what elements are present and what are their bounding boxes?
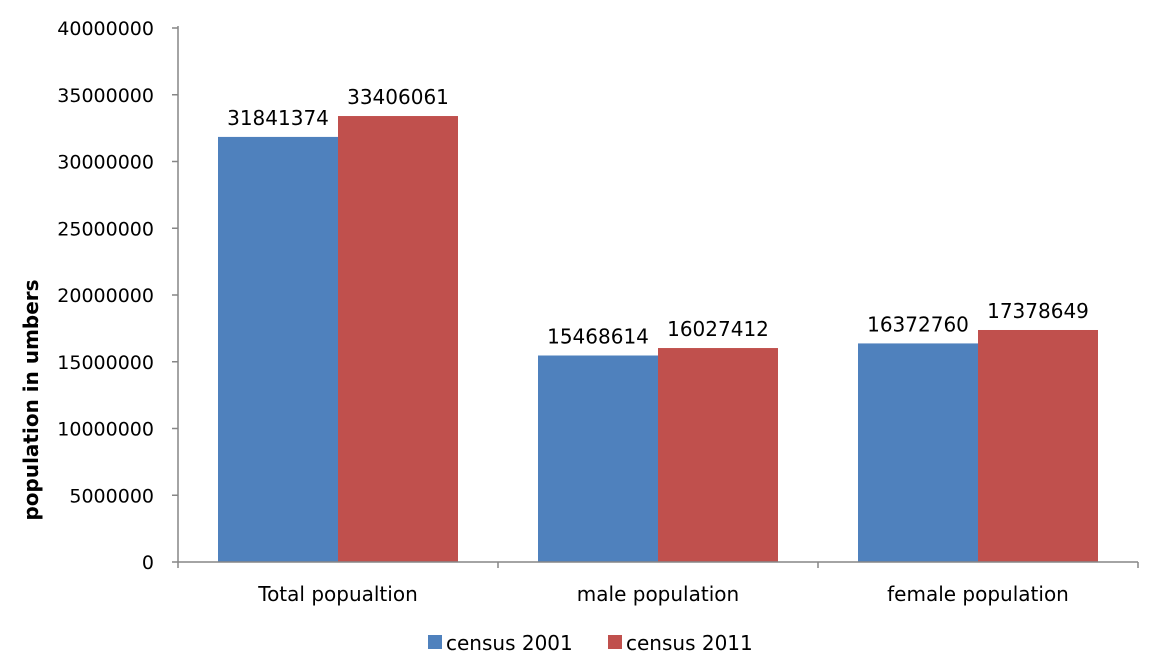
- bar-census-2011-2: [978, 329, 1098, 562]
- labels-layer: 31841374 33406061 Total popualtion 15468614…: [57, 18, 1089, 606]
- legend-swatch: [428, 635, 442, 649]
- legend-swatch: [608, 635, 622, 649]
- y-tick-label: 0: [142, 552, 154, 574]
- bar-census-2001-0: [218, 136, 338, 562]
- x-tick-label: Total popualtion: [257, 582, 418, 606]
- y-tick-label: 15000000: [57, 352, 154, 374]
- y-tick-label: 10000000: [57, 419, 154, 441]
- data-label: 16027412: [667, 317, 769, 341]
- data-label: 31841374: [227, 106, 329, 130]
- bar-census-2011-0: [338, 116, 458, 562]
- legend: census 2001 census 2011: [428, 631, 753, 655]
- y-tick-label: 20000000: [57, 285, 154, 307]
- data-label: 17378649: [987, 299, 1089, 323]
- y-tick-label: 25000000: [57, 218, 154, 240]
- legend-label: census 2011: [626, 631, 753, 655]
- bar-census-2001-2: [858, 343, 978, 562]
- x-tick-label: male population: [577, 582, 739, 606]
- bar-census-2011-1: [658, 348, 778, 562]
- y-axis-label: population in umbers: [19, 279, 43, 520]
- y-tick-label: 35000000: [57, 85, 154, 107]
- y-tick-label: 40000000: [57, 18, 154, 40]
- x-tick-label: female population: [887, 582, 1069, 606]
- data-label: 16372760: [867, 312, 969, 336]
- bars-layer: [218, 116, 1098, 562]
- data-label: 15468614: [547, 324, 649, 348]
- data-label: 33406061: [347, 85, 449, 109]
- y-tick-label: 30000000: [57, 152, 154, 174]
- legend-label: census 2001: [446, 631, 573, 655]
- y-tick-label: 5000000: [69, 485, 154, 507]
- axes-layer: [172, 26, 1139, 568]
- bar-census-2001-1: [538, 355, 658, 562]
